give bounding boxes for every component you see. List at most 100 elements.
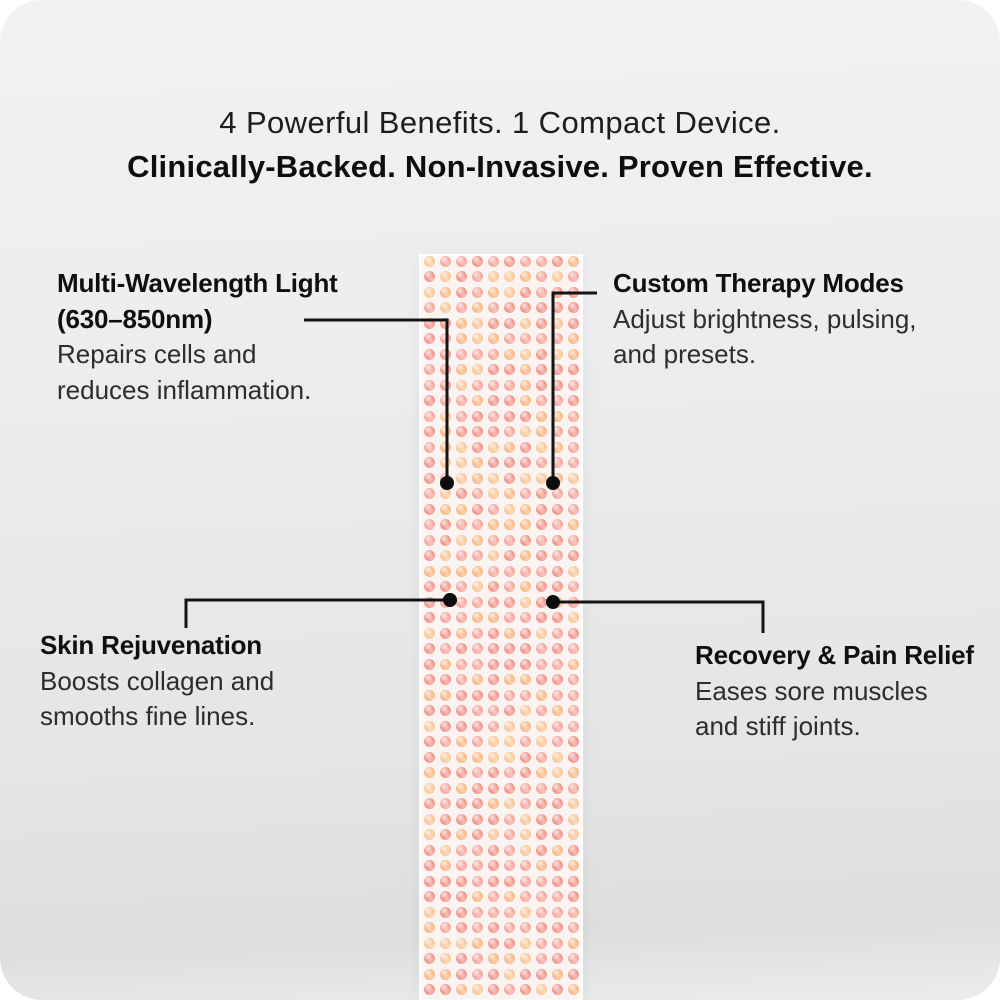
led-dot-grid (419, 254, 583, 1000)
led-dot (535, 271, 547, 282)
led-dot (519, 503, 531, 515)
led-dot (439, 844, 451, 856)
led-dot (551, 891, 563, 902)
led-dot (471, 271, 483, 282)
led-dot (439, 581, 451, 592)
led-dot (423, 503, 435, 515)
led-dot (519, 333, 531, 344)
led-dot (439, 255, 451, 267)
led-dot (423, 860, 435, 871)
led-dot (423, 798, 435, 809)
led-dot (567, 581, 579, 592)
led-dot (503, 581, 515, 592)
led-dot (423, 984, 435, 995)
callout-recovery-title: Recovery & Pain Relief (695, 640, 974, 670)
led-dot (519, 596, 531, 608)
led-dot (503, 457, 515, 468)
led-dot (567, 550, 579, 561)
led-dot (487, 922, 499, 933)
led-dot (503, 829, 515, 840)
led-dot (487, 782, 499, 794)
led-dot (487, 968, 499, 980)
led-dot (535, 426, 547, 437)
led-dot (455, 503, 467, 515)
led-dot (487, 519, 499, 530)
led-dot (487, 255, 499, 267)
led-dot (455, 519, 467, 530)
led-dot (551, 488, 563, 499)
led-dot (551, 674, 563, 685)
led-dot (423, 581, 435, 592)
led-dot (535, 503, 547, 515)
led-dot (439, 457, 451, 468)
led-dot (503, 720, 515, 732)
led-dot (519, 426, 531, 437)
led-dot (423, 472, 435, 484)
led-dot (455, 875, 467, 887)
led-dot (423, 906, 435, 918)
headline-line2: Clinically-Backed. Non-Invasive. Proven … (127, 149, 873, 184)
callout-multi-wavelength-body-line1: Repairs cells and (57, 339, 257, 369)
led-dot (535, 441, 547, 453)
led-dot (551, 658, 563, 670)
led-dot (455, 829, 467, 840)
led-dot (567, 674, 579, 685)
led-dot (503, 255, 515, 267)
led-dot (471, 348, 483, 360)
led-dot (519, 379, 531, 391)
led-dot (487, 364, 499, 375)
led-dot (551, 457, 563, 468)
led-dot (471, 379, 483, 391)
led-dot (503, 782, 515, 794)
led-dot (455, 457, 467, 468)
callout-multi-wavelength-body-line2: reduces inflammation. (57, 374, 312, 405)
led-dot (487, 565, 499, 577)
led-dot (487, 488, 499, 499)
led-dot (423, 643, 435, 654)
led-dot (503, 317, 515, 329)
led-dot (519, 286, 531, 298)
led-dot (471, 317, 483, 329)
led-dot (471, 782, 483, 794)
led-dot (455, 689, 467, 701)
led-dot (439, 441, 451, 453)
led-dot (535, 457, 547, 468)
led-dot (439, 767, 451, 778)
led-dot (551, 333, 563, 344)
led-dot (551, 798, 563, 809)
led-dot (519, 968, 531, 980)
led-dot (455, 550, 467, 561)
led-dot (551, 643, 563, 654)
led-dot (471, 426, 483, 437)
led-dot (423, 720, 435, 732)
led-dot (487, 736, 499, 747)
led-dot (455, 488, 467, 499)
led-dot (535, 472, 547, 484)
led-dot (551, 581, 563, 592)
led-dot (455, 333, 467, 344)
led-dot (551, 813, 563, 825)
led-dot (503, 565, 515, 577)
led-dot (423, 550, 435, 561)
led-dot (423, 596, 435, 608)
led-dot (439, 674, 451, 685)
led-dot (567, 333, 579, 344)
led-dot (423, 891, 435, 902)
led-dot (455, 767, 467, 778)
led-dot (551, 627, 563, 639)
led-dot (487, 844, 499, 856)
led-dot (487, 937, 499, 949)
led-dot (551, 395, 563, 406)
led-dot (423, 968, 435, 980)
led-dot (487, 348, 499, 360)
led-dot (439, 519, 451, 530)
led-dot (503, 534, 515, 546)
led-dot (503, 968, 515, 980)
led-dot (519, 472, 531, 484)
led-dot (439, 302, 451, 313)
led-dot (503, 426, 515, 437)
led-dot (567, 658, 579, 670)
led-dot (471, 395, 483, 406)
led-dot (471, 488, 483, 499)
led-dot (567, 503, 579, 515)
